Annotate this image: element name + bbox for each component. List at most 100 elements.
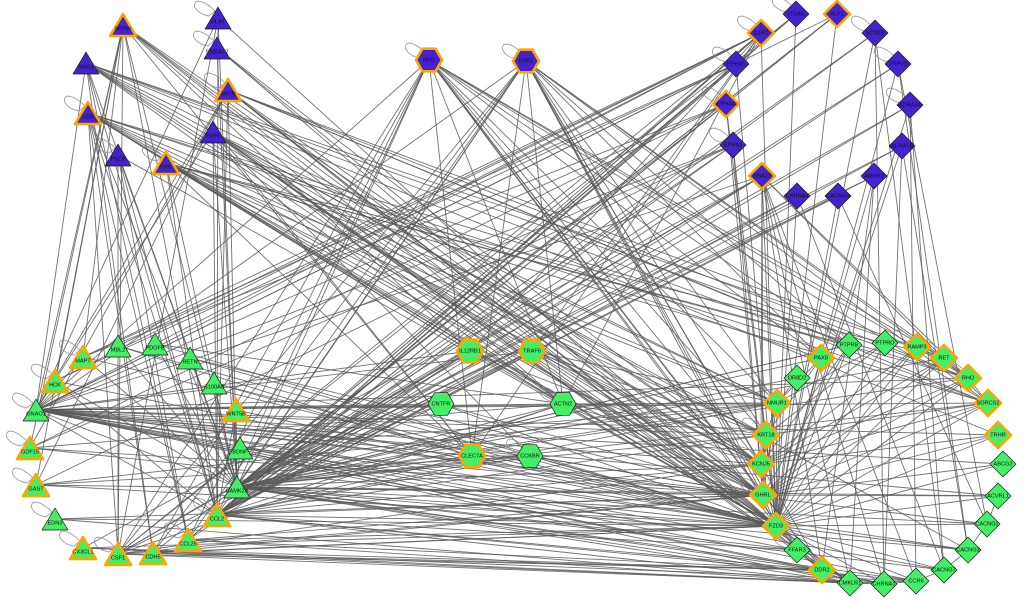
graph-node-epha4[interactable]: [711, 89, 741, 119]
graph-edge: [117, 345, 473, 457]
graph-node-sorcs2[interactable]: [973, 388, 1003, 418]
graph-node-krt18[interactable]: [751, 420, 781, 450]
graph-edge: [761, 175, 885, 585]
graph-node-artn[interactable]: [213, 77, 243, 103]
graph-node-il12rb1[interactable]: [455, 338, 485, 364]
graph-node-kcnj5[interactable]: [746, 449, 776, 479]
graph-node-mbl2[interactable]: [104, 334, 132, 358]
graph-node-gdf15[interactable]: [15, 435, 45, 461]
graph-edge: [213, 382, 473, 457]
graph-edge: [525, 60, 850, 346]
graph-edge: [775, 13, 797, 527]
graph-node-ffar3[interactable]: [783, 536, 811, 564]
graph-node-chrna1[interactable]: [870, 570, 898, 598]
graph-node-cntfr[interactable]: [427, 392, 455, 416]
graph-node-traf6[interactable]: [517, 338, 547, 364]
graph-node-hck[interactable]: [40, 368, 70, 394]
graph-node-ramp3[interactable]: [902, 332, 932, 362]
graph-edge: [236, 486, 945, 571]
graph-node-trpv3[interactable]: [884, 50, 912, 78]
graph-node-il1r2[interactable]: [746, 18, 776, 48]
graph-edge: [531, 350, 767, 436]
graph-edge: [216, 434, 767, 516]
graph-node-trhr[interactable]: [983, 420, 1013, 450]
graph-edge: [35, 409, 473, 457]
graph-edge: [152, 60, 527, 554]
graph-node-gnao1[interactable]: [22, 398, 50, 422]
graph-node-cx3cl1[interactable]: [68, 535, 98, 561]
graph-node-cacng3[interactable]: [954, 536, 982, 564]
graph-node-clec7a[interactable]: [457, 443, 487, 469]
graph-node-fn1b[interactable]: [104, 143, 132, 167]
graph-node-cmklr1[interactable]: [836, 569, 864, 597]
graph-node-ccl2[interactable]: [202, 502, 232, 528]
graph-edge: [762, 344, 850, 496]
graph-node-plat[interactable]: [204, 6, 232, 30]
graph-node-frk[interactable]: [151, 150, 181, 176]
graph-node-nmur1[interactable]: [762, 388, 792, 418]
graph-node-cdh5[interactable]: [138, 540, 168, 566]
graph-node-csf1[interactable]: [103, 541, 133, 567]
graph-node-esr2[interactable]: [511, 48, 541, 74]
graph-node-edn3[interactable]: [41, 507, 69, 531]
graph-node-wnt5b[interactable]: [221, 397, 251, 423]
graph-node-or8d2[interactable]: [783, 364, 811, 392]
graph-node-abcg2[interactable]: [989, 450, 1017, 478]
graph-node-gna12[interactable]: [747, 161, 777, 191]
graph-node-camk2a[interactable]: [223, 475, 251, 499]
graph-node-adra1b[interactable]: [888, 132, 916, 160]
graph-edge: [216, 59, 430, 516]
graph-edge: [471, 455, 777, 527]
graph-node-klf2[interactable]: [822, 0, 852, 29]
graph-node-nrg1[interactable]: [72, 51, 100, 75]
graph-node-ccl26[interactable]: [173, 527, 203, 553]
graph-edge: [236, 486, 988, 525]
graph-node-itga8[interactable]: [782, 0, 810, 28]
graph-node-pdgfb[interactable]: [141, 332, 169, 356]
graph-node-ccr6[interactable]: [902, 567, 930, 595]
graph-edge: [236, 486, 777, 527]
graph-node-epha5[interactable]: [722, 50, 750, 78]
graph-node-adra1a[interactable]: [896, 91, 924, 119]
graph-node-mtp[interactable]: [108, 12, 138, 38]
graph-node-ghrl[interactable]: [748, 480, 778, 510]
graph-node-cacng7[interactable]: [930, 556, 958, 584]
graph-node-fzd3[interactable]: [761, 511, 791, 541]
graph-node-acvrl1[interactable]: [984, 482, 1012, 510]
graph-node-s100a8[interactable]: [200, 371, 228, 395]
graph-node-amhr2[interactable]: [860, 162, 888, 190]
graph-node-mapt[interactable]: [68, 344, 98, 370]
graph-node-actn2[interactable]: [549, 392, 577, 416]
graph-node-irs1[interactable]: [414, 47, 444, 73]
graph-edge: [775, 525, 969, 551]
nodes-layer[interactable]: [15, 0, 1017, 598]
graph-node-bdnf[interactable]: [226, 436, 254, 460]
graph-edge: [525, 60, 778, 404]
graph-node-cacng2[interactable]: [973, 510, 1001, 538]
graph-node-retn[interactable]: [176, 346, 204, 370]
graph-edge: [213, 382, 238, 488]
graph-node-cckbr[interactable]: [516, 444, 544, 468]
graph-node-rho[interactable]: [953, 363, 983, 393]
graph-node-lox[interactable]: [73, 100, 103, 126]
graph-node-s100a12[interactable]: [203, 36, 231, 60]
graph-edge: [117, 175, 763, 555]
graph-node-ddr2[interactable]: [807, 555, 837, 585]
graph-edge: [216, 409, 237, 516]
graph-node-ret[interactable]: [929, 343, 959, 373]
graph-node-cacng4[interactable]: [824, 182, 852, 210]
graph-edge: [35, 24, 124, 486]
graph-node-epha3[interactable]: [719, 131, 747, 159]
graph-node-gast[interactable]: [21, 472, 51, 498]
graph-edge: [725, 103, 777, 527]
graph-node-ptpro[interactable]: [871, 329, 899, 357]
graph-edge: [54, 518, 777, 527]
graph-node-pax8[interactable]: [806, 343, 836, 373]
graph-node-chrna4[interactable]: [783, 182, 811, 210]
graph-edge: [54, 32, 762, 382]
graph-node-scn3b[interactable]: [861, 19, 889, 47]
graph-node-ptprb[interactable]: [835, 331, 863, 359]
graph-node-fgf6[interactable]: [199, 120, 227, 144]
